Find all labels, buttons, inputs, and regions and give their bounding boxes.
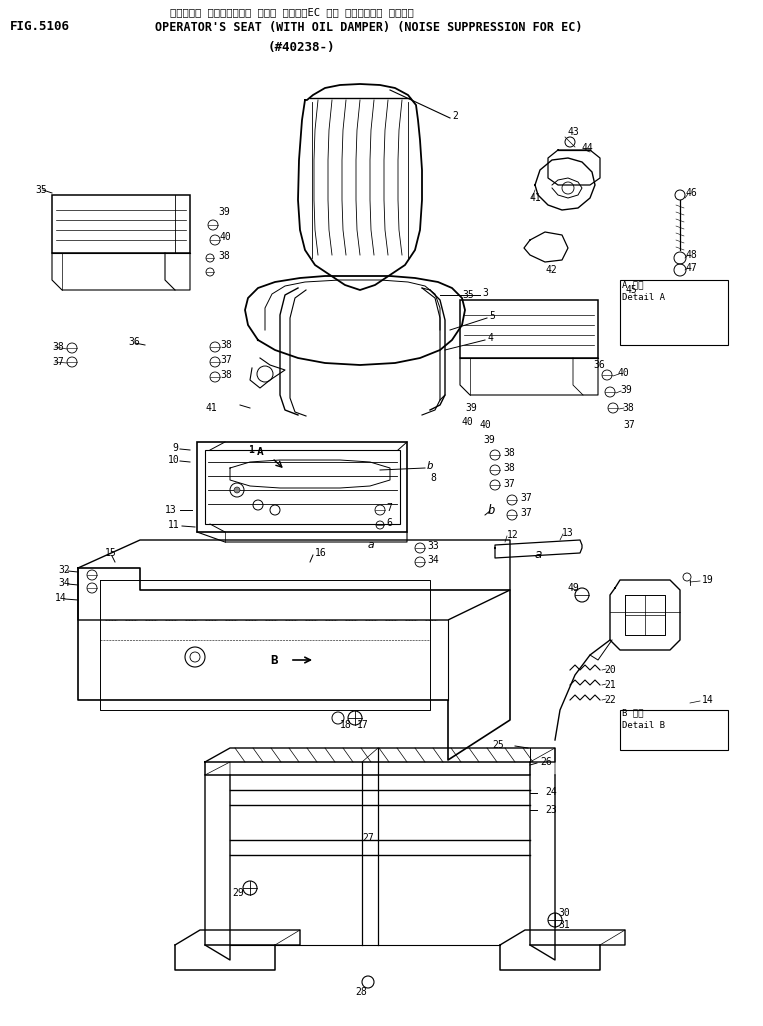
Text: 42: 42 [545,265,557,275]
Text: A 部詳: A 部詳 [622,280,643,289]
Text: b: b [488,504,495,516]
Text: 13: 13 [165,505,177,515]
Text: 41: 41 [205,403,217,413]
Text: 39: 39 [218,207,230,218]
Text: OPERATOR'S SEAT (WITH OIL DAMPER) (NOISE SUPPRESSION FOR EC): OPERATOR'S SEAT (WITH OIL DAMPER) (NOISE… [155,21,582,34]
Text: 18: 18 [340,720,352,731]
Text: 47: 47 [686,263,697,273]
Text: 25: 25 [492,740,504,750]
Text: 21: 21 [604,680,616,690]
Text: 31: 31 [558,920,570,930]
Text: 40: 40 [618,368,629,378]
Text: 38: 38 [52,342,64,352]
Text: 6: 6 [386,518,392,528]
Text: 5: 5 [489,311,495,321]
Text: B 部詳: B 部詳 [622,709,643,717]
Text: 46: 46 [686,188,697,198]
Text: 37: 37 [220,355,232,365]
Text: 14: 14 [702,695,713,705]
Text: 19: 19 [702,575,713,585]
Text: 39: 39 [465,403,477,413]
Text: 24: 24 [545,787,557,797]
Text: 3: 3 [482,288,488,298]
Text: 13: 13 [562,528,574,538]
Text: Detail B: Detail B [622,720,665,729]
Text: 35: 35 [462,290,474,300]
Text: オペレータ シート（オイル ダンパ ツキ）（EC ムケ チイソウオン ショウ）: オペレータ シート（オイル ダンパ ツキ）（EC ムケ チイソウオン ショウ） [170,7,414,17]
Text: 37: 37 [520,494,532,503]
Text: 40: 40 [462,417,474,427]
Text: 40: 40 [220,232,232,242]
Text: 37: 37 [52,357,64,367]
Text: 2: 2 [452,111,458,121]
Text: 35: 35 [35,185,47,195]
Text: 48: 48 [686,250,697,260]
Text: 12: 12 [507,530,519,540]
Bar [205,450,400,524]
Text: 38: 38 [218,251,230,261]
Text: A: A [257,447,264,457]
Text: B: B [270,654,278,667]
Text: 9: 9 [172,443,178,453]
Text: (#40238-): (#40238-) [268,40,336,53]
Bar [620,710,728,750]
Text: 43: 43 [568,127,580,137]
Text: 23: 23 [545,805,557,815]
Text: 41: 41 [530,193,542,203]
Text: 36: 36 [593,360,605,370]
Text: 8: 8 [430,473,436,483]
Text: 33: 33 [427,541,439,551]
Text: 16: 16 [315,548,327,558]
Text: 34: 34 [58,578,69,588]
Bar [460,300,598,358]
Text: 30: 30 [558,908,570,918]
Bar [620,280,728,345]
Text: 38: 38 [503,463,515,473]
Text: 1: 1 [248,445,254,455]
Text: 10: 10 [168,455,180,465]
Text: Detail A: Detail A [622,293,665,303]
Text: 36: 36 [128,337,140,347]
Text: 38: 38 [220,370,232,380]
Text: 37: 37 [503,479,515,489]
Text: 38: 38 [220,340,232,350]
Text: 4: 4 [487,333,493,343]
Text: a: a [535,549,542,561]
Text: 38: 38 [503,448,515,458]
Text: 22: 22 [604,695,616,705]
Text: 39: 39 [483,435,494,445]
Text: 26: 26 [540,757,552,767]
Text: 37: 37 [623,420,635,430]
Text: 38: 38 [622,403,634,413]
Text: 37: 37 [520,508,532,518]
Text: 27: 27 [362,833,374,843]
Text: 39: 39 [620,385,632,395]
Text: b: b [427,461,433,471]
Text: 34: 34 [427,555,439,565]
Text: 11: 11 [168,520,180,530]
Text: 49: 49 [568,583,580,593]
Bar [52,195,190,253]
Text: 15: 15 [105,548,117,558]
Bar [197,442,407,532]
Text: 40: 40 [480,420,491,430]
Text: 29: 29 [232,887,243,898]
Text: 14: 14 [55,593,66,603]
Text: 7: 7 [386,503,392,513]
Text: 28: 28 [355,987,367,997]
Text: 32: 32 [58,565,69,575]
Circle shape [234,487,240,494]
Text: 17: 17 [357,720,369,731]
Text: FIG.5106: FIG.5106 [10,21,70,34]
Text: a: a [368,540,375,550]
Text: 45: 45 [625,285,637,295]
Text: 44: 44 [582,143,594,153]
Text: 20: 20 [604,665,616,675]
